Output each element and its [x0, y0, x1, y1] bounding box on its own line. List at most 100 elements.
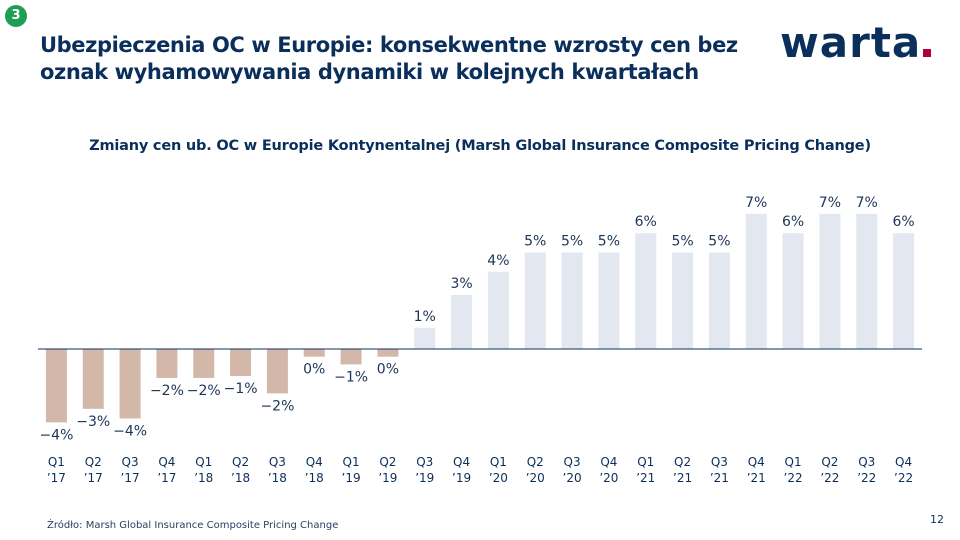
data-label-1: −4%: [39, 427, 73, 443]
tick-label-year-6: ’18: [231, 471, 250, 485]
bar-2: [82, 349, 104, 409]
tick-label-year-19: ’21: [710, 471, 729, 485]
tick-label-quarter-13: Q1: [490, 455, 507, 469]
tick-label-quarter-18: Q2: [674, 455, 691, 469]
data-label-20: 7%: [745, 195, 767, 211]
bar-19: [708, 252, 730, 349]
tick-label-quarter-19: Q3: [711, 455, 728, 469]
bar-10: [377, 349, 399, 357]
tick-label-quarter-20: Q4: [748, 455, 765, 469]
tick-label-quarter-10: Q2: [379, 455, 396, 469]
tick-label-year-24: ’22: [894, 471, 913, 485]
slide-title: Ubezpieczenia OC w Europie: konsekwentne…: [40, 33, 738, 84]
data-label-3: −4%: [113, 423, 147, 439]
data-label-15: 5%: [561, 234, 583, 250]
tick-label-year-3: ’17: [121, 471, 140, 485]
tick-label-quarter-9: Q1: [343, 455, 360, 469]
tick-label-quarter-24: Q4: [895, 455, 912, 469]
data-label-13: 4%: [487, 253, 509, 269]
tick-label-quarter-12: Q4: [453, 455, 470, 469]
bar-8: [303, 349, 325, 357]
tick-label-quarter-1: Q1: [48, 455, 65, 469]
tick-label-year-5: ’18: [194, 471, 213, 485]
bar-13: [487, 271, 509, 349]
tick-label-quarter-4: Q4: [158, 455, 175, 469]
tick-label-quarter-5: Q1: [195, 455, 212, 469]
data-label-9: −1%: [334, 369, 368, 385]
tick-label-year-7: ’18: [268, 471, 287, 485]
data-label-14: 5%: [524, 234, 546, 250]
bar-23: [856, 213, 878, 349]
data-label-19: 5%: [708, 234, 730, 250]
bar-18: [672, 252, 694, 349]
tick-label-year-16: ’20: [599, 471, 618, 485]
logo-dot-icon: [923, 49, 932, 57]
tick-label-year-15: ’20: [563, 471, 582, 485]
source-note: Źródło: Marsh Global Insurance Composite…: [47, 520, 339, 531]
bar-6: [230, 349, 252, 377]
tick-label-quarter-15: Q3: [564, 455, 581, 469]
bar-4: [156, 349, 178, 378]
data-label-7: −2%: [260, 398, 294, 414]
tick-label-year-14: ’20: [526, 471, 545, 485]
data-label-21: 6%: [782, 214, 804, 230]
logo-text: warta: [780, 18, 922, 67]
data-label-22: 7%: [819, 195, 841, 211]
tick-label-year-23: ’22: [857, 471, 876, 485]
tick-label-quarter-11: Q3: [416, 455, 433, 469]
bar-20: [745, 213, 767, 349]
data-label-17: 6%: [635, 214, 657, 230]
data-label-24: 6%: [892, 214, 914, 230]
bar-5: [193, 349, 215, 378]
tick-label-quarter-17: Q1: [637, 455, 654, 469]
data-label-5: −2%: [187, 383, 221, 399]
tick-label-quarter-16: Q4: [600, 455, 617, 469]
data-label-2: −3%: [76, 414, 110, 430]
bar-9: [340, 349, 362, 365]
tick-label-year-2: ’17: [84, 471, 103, 485]
bar-3: [119, 349, 141, 419]
bar-12: [451, 294, 473, 349]
tick-label-year-4: ’17: [157, 471, 176, 485]
tick-label-quarter-22: Q2: [821, 455, 838, 469]
bar-14: [524, 252, 546, 349]
tick-label-year-13: ’20: [489, 471, 508, 485]
tick-label-year-18: ’21: [673, 471, 692, 485]
bar-7: [266, 349, 288, 394]
bar-1: [45, 349, 67, 423]
tick-label-quarter-14: Q2: [527, 455, 544, 469]
tick-label-quarter-8: Q4: [306, 455, 323, 469]
tick-label-year-9: ’19: [342, 471, 361, 485]
tick-label-year-11: ’19: [415, 471, 434, 485]
warta-logo: warta: [780, 18, 932, 68]
tick-label-year-22: ’22: [820, 471, 839, 485]
tick-label-quarter-3: Q3: [122, 455, 139, 469]
page-number: 12: [930, 513, 944, 526]
data-label-11: 1%: [414, 309, 436, 325]
data-label-16: 5%: [598, 234, 620, 250]
data-label-23: 7%: [856, 195, 878, 211]
bar-22: [819, 213, 841, 349]
data-label-6: −1%: [224, 381, 258, 397]
tick-label-year-8: ’18: [305, 471, 324, 485]
tick-label-year-12: ’19: [452, 471, 471, 485]
bar-24: [893, 233, 915, 349]
tick-label-year-21: ’22: [784, 471, 803, 485]
tick-label-year-1: ’17: [47, 471, 66, 485]
tick-label-year-20: ’21: [747, 471, 766, 485]
data-label-12: 3%: [450, 276, 472, 292]
bar-16: [598, 252, 620, 349]
tick-label-quarter-21: Q1: [785, 455, 802, 469]
data-label-4: −2%: [150, 383, 184, 399]
tick-label-quarter-6: Q2: [232, 455, 249, 469]
bar-17: [635, 233, 657, 349]
data-label-18: 5%: [671, 234, 693, 250]
tick-label-year-10: ’19: [378, 471, 397, 485]
tick-label-quarter-7: Q3: [269, 455, 286, 469]
data-label-10: 0%: [377, 362, 399, 378]
data-label-8: 0%: [303, 362, 325, 378]
tick-label-quarter-23: Q3: [858, 455, 875, 469]
tick-label-year-17: ’21: [636, 471, 655, 485]
slide-number-badge: 3: [5, 5, 27, 27]
